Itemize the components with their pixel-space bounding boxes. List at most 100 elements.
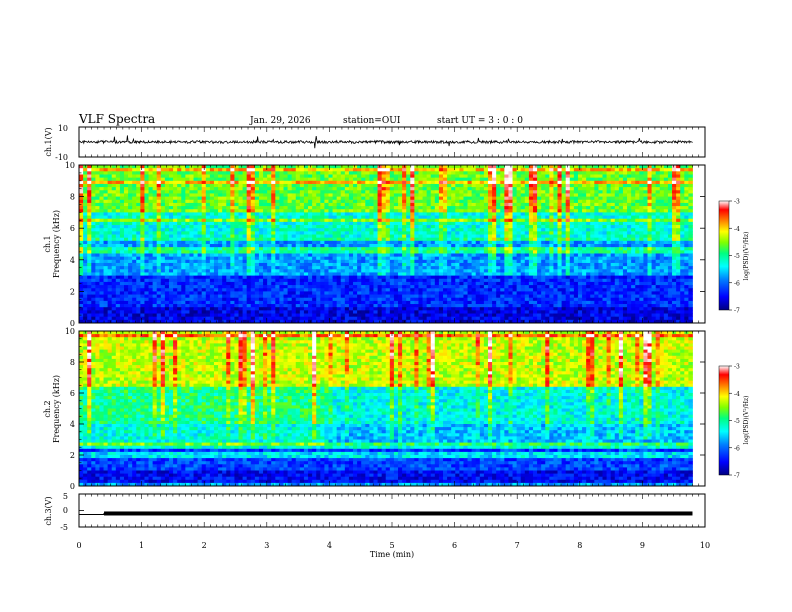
spectrogram-cell [672,244,676,248]
spectrogram-cell [194,241,198,245]
spectrogram-cell [586,219,590,223]
spectrogram-cell [382,231,386,235]
spectrogram-cell [574,260,578,264]
spectrogram-cell [684,187,688,191]
spectrogram-cell [83,266,87,270]
spectrogram-cell [378,263,382,267]
spectrogram-cell [181,222,185,226]
spectrogram-cell [631,181,635,185]
spectrogram-cell [312,209,316,213]
spectrogram-cell [308,231,312,235]
spectrogram-cell [652,209,656,213]
spectrogram-cell [316,253,320,257]
spectrogram-cell [463,203,467,207]
spectrogram-cell [87,222,91,226]
spectrogram-cell [263,247,267,251]
spectrogram-cell [603,253,607,257]
spectrogram-cell [112,250,116,254]
spectrogram-cell [99,257,103,261]
spectrogram-cell [136,238,140,242]
spectrogram-cell [476,178,480,182]
spectrogram-cell [643,216,647,220]
spectrogram-cell [549,187,553,191]
spectrogram-cell [128,178,132,182]
spectrogram-cell [672,206,676,210]
spectrogram-cell [226,187,230,191]
spectrogram-cell [283,174,287,178]
spectrogram-cell [349,260,353,264]
spectrogram-cell [627,197,631,201]
spectrogram-cell [513,165,517,169]
spectrogram-cell [128,165,132,169]
spectrogram-cell [574,219,578,223]
spectrogram-cell [296,228,300,232]
spectrogram-cell [120,209,124,213]
spectrogram-cell [206,238,210,242]
spectrogram-cell [251,190,255,194]
spectrogram-cell [578,197,582,201]
spectrogram-cell [304,225,308,229]
spectrogram-cell [472,193,476,197]
spectrogram-cell [140,257,144,261]
spectrogram-cell [594,241,598,245]
spectrogram-cell [635,190,639,194]
spectrogram-cell [402,203,406,207]
spectrogram-cell [647,174,651,178]
spectrogram-cell [463,241,467,245]
spectrogram-cell [672,209,676,213]
spectrogram-cell [300,209,304,213]
spectrogram-cell [382,219,386,223]
spectrogram-cell [357,219,361,223]
spectrogram-cell [341,181,345,185]
spectrogram-cell [488,247,492,251]
spectrogram-cell [423,225,427,229]
spectrogram-cell [418,203,422,207]
spectrogram-cell [149,228,153,232]
spectrogram-cell [443,193,447,197]
spectrogram-cell [656,231,660,235]
spectrogram-cell [349,168,353,172]
spectrogram-cell [333,241,337,245]
spectrogram-cell [680,212,684,216]
spectrogram-cell [545,253,549,257]
spectrogram-cell [484,200,488,204]
spectrogram-cell [664,209,668,213]
spectrogram-cell [496,244,500,248]
spectrogram-cell [586,174,590,178]
spectrogram-cell [300,187,304,191]
spectrogram-cell [337,219,341,223]
spectrogram-cell [537,253,541,257]
spectrogram-cell [218,238,222,242]
spectrogram-cell [320,231,324,235]
spectrogram-cell [455,244,459,248]
spectrogram-cell [598,187,602,191]
spectrogram-cell [132,257,136,261]
spectrogram-cell [226,181,230,185]
spectrogram-cell [398,193,402,197]
spectrogram-cell [194,235,198,239]
spectrogram-cell [104,241,108,245]
spectrogram-cell [279,171,283,175]
spectrogram-cell [296,238,300,242]
spectrogram-cell [120,222,124,226]
spectrogram-cell [324,257,328,261]
spectrogram-cell [378,216,382,220]
spectrogram-cell [144,231,148,235]
spectrogram-cell [427,203,431,207]
spectrogram-cell [222,184,226,188]
spectrogram-cell [553,219,557,223]
spectrogram-cell [116,200,120,204]
spectrogram-cell [660,200,664,204]
spectrogram-cell [635,247,639,251]
spectrogram-cell [226,209,230,213]
spectrogram-cell [639,250,643,254]
spectrogram-cell [320,219,324,223]
spectrogram-cell [476,235,480,239]
spectrogram-cell [611,263,615,267]
spectrogram-cell [468,253,472,257]
spectrogram-cell [169,206,173,210]
spectrogram-cell [562,238,566,242]
spectrogram-cell [304,178,308,182]
spectrogram-cell [132,269,136,273]
spectrogram-cell [508,228,512,232]
